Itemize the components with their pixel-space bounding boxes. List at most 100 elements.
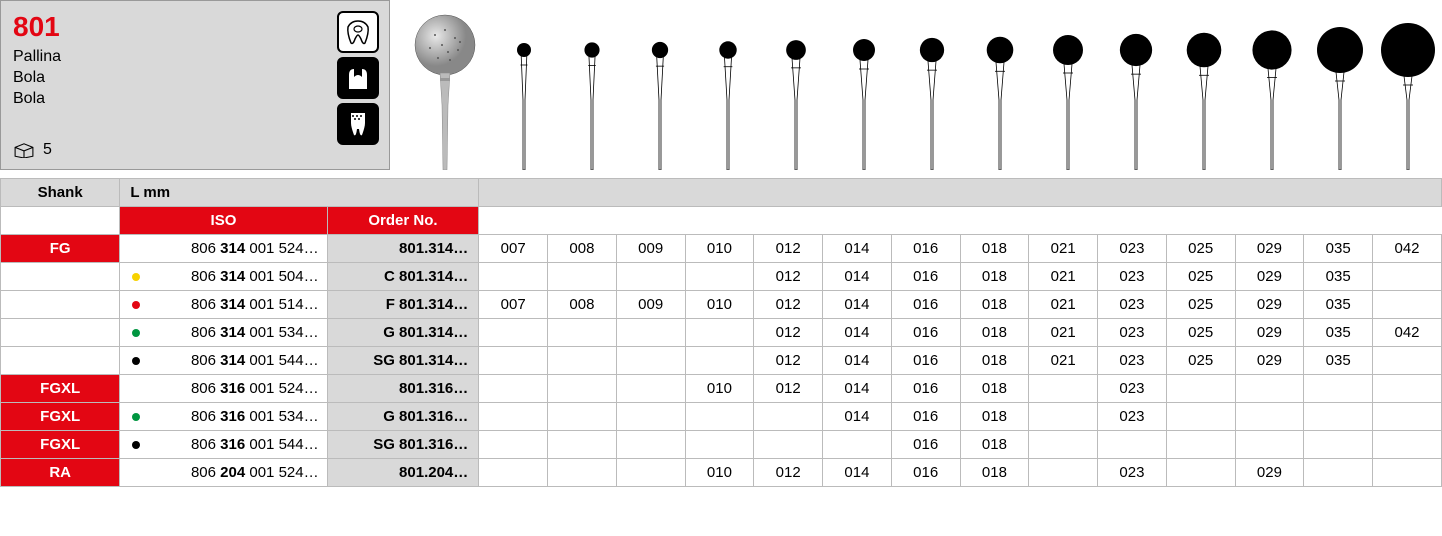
size-cell	[1373, 347, 1442, 375]
size-cell	[1235, 375, 1304, 403]
size-cell: 021	[1029, 235, 1098, 263]
size-cell	[548, 375, 617, 403]
table-row: FGXL806 316 001 524…801.316…010012014016…	[1, 375, 1442, 403]
size-cell: 023	[1098, 375, 1167, 403]
size-cell: 008	[548, 291, 617, 319]
root-icon	[337, 103, 379, 145]
size-cell: 018	[960, 375, 1029, 403]
size-cell	[1098, 431, 1167, 459]
table-row: FGXL806 316 001 544…SG 801.316…016018	[1, 431, 1442, 459]
size-cell	[1373, 459, 1442, 487]
iso-cell: 806 316 001 544…	[120, 431, 327, 459]
size-cell	[754, 431, 823, 459]
name-2: Bola	[13, 68, 377, 89]
size-cell: 018	[960, 263, 1029, 291]
size-cell: 014	[823, 347, 892, 375]
iso-text: 806 314 001 504…	[191, 268, 319, 285]
size-cell: 014	[823, 263, 892, 291]
size-cell	[616, 431, 685, 459]
shank-cell: FG	[1, 235, 120, 263]
size-cell	[823, 431, 892, 459]
cavity-icon	[337, 11, 379, 53]
size-cell	[548, 319, 617, 347]
empty-cell	[1, 207, 120, 235]
size-cell: 016	[891, 235, 960, 263]
size-cell	[1166, 459, 1235, 487]
bur-icon	[1104, 20, 1169, 170]
pack-qty: 5	[43, 141, 52, 159]
size-cell: 025	[1166, 291, 1235, 319]
size-cell: 018	[960, 347, 1029, 375]
size-cell: 018	[960, 319, 1029, 347]
size-cell: 007	[479, 235, 548, 263]
shank-cell	[1, 319, 120, 347]
order-cell: G 801.314…	[327, 319, 479, 347]
grit-dot-icon	[132, 441, 140, 449]
size-cell: 014	[823, 319, 892, 347]
bur-icon	[832, 20, 897, 170]
size-cell: 012	[754, 263, 823, 291]
size-cell: 009	[616, 235, 685, 263]
size-cell: 018	[960, 459, 1029, 487]
size-cell: 007	[479, 291, 548, 319]
iso-cell: 806 314 001 534…	[120, 319, 327, 347]
product-table: Shank L mm ISO Order No. FG806 314 001 5…	[0, 178, 1442, 487]
size-cell: 029	[1235, 235, 1304, 263]
iso-cell: 806 316 001 524…	[120, 375, 327, 403]
size-cell: 016	[891, 459, 960, 487]
size-cell: 029	[1235, 263, 1304, 291]
iso-text: 806 204 001 524…	[191, 464, 319, 481]
grit-dot-icon	[132, 357, 140, 365]
size-cell: 029	[1235, 459, 1304, 487]
size-cell	[685, 319, 754, 347]
size-cell	[1029, 403, 1098, 431]
icon-stack	[337, 11, 379, 145]
size-cell	[1373, 375, 1442, 403]
crown-icon	[337, 57, 379, 99]
bur-icon	[764, 20, 829, 170]
bur-icon	[1172, 20, 1237, 170]
size-cell: 035	[1304, 319, 1373, 347]
size-cell: 021	[1029, 263, 1098, 291]
size-cell: 029	[1235, 347, 1304, 375]
size-cell: 023	[1098, 459, 1167, 487]
size-cell	[1304, 459, 1373, 487]
size-cell: 035	[1304, 291, 1373, 319]
size-cell: 010	[685, 291, 754, 319]
order-header: Order No.	[327, 207, 479, 235]
size-cell	[1373, 291, 1442, 319]
size-cell	[685, 263, 754, 291]
size-cell: 012	[754, 347, 823, 375]
size-cell: 023	[1098, 291, 1167, 319]
bur-icon	[560, 20, 625, 170]
size-cell	[479, 431, 548, 459]
size-cell	[616, 263, 685, 291]
size-cell: 016	[891, 319, 960, 347]
size-cell: 014	[823, 291, 892, 319]
iso-cell: 806 314 001 544…	[120, 347, 327, 375]
order-cell: C 801.314…	[327, 263, 479, 291]
shank-header: Shank	[1, 179, 120, 207]
name-1: Pallina	[13, 47, 377, 68]
size-cell: 010	[685, 375, 754, 403]
size-cell: 018	[960, 235, 1029, 263]
bur-icon	[1036, 20, 1101, 170]
order-cell: 801.316…	[327, 375, 479, 403]
size-cell: 025	[1166, 263, 1235, 291]
shank-cell	[1, 347, 120, 375]
size-cell	[1304, 403, 1373, 431]
size-cell: 029	[1235, 291, 1304, 319]
bur-icon	[1376, 20, 1441, 170]
lmm-header: L mm	[120, 179, 479, 207]
size-cell: 025	[1166, 347, 1235, 375]
iso-text: 806 314 001 544…	[191, 352, 319, 369]
size-cell: 035	[1304, 235, 1373, 263]
box-icon	[13, 142, 35, 158]
bur-icon	[900, 20, 965, 170]
size-cell: 021	[1029, 291, 1098, 319]
bur-icon	[968, 20, 1033, 170]
order-cell: 801.204…	[327, 459, 479, 487]
bur-icon	[1240, 20, 1305, 170]
size-cell	[548, 431, 617, 459]
size-cell	[1304, 431, 1373, 459]
